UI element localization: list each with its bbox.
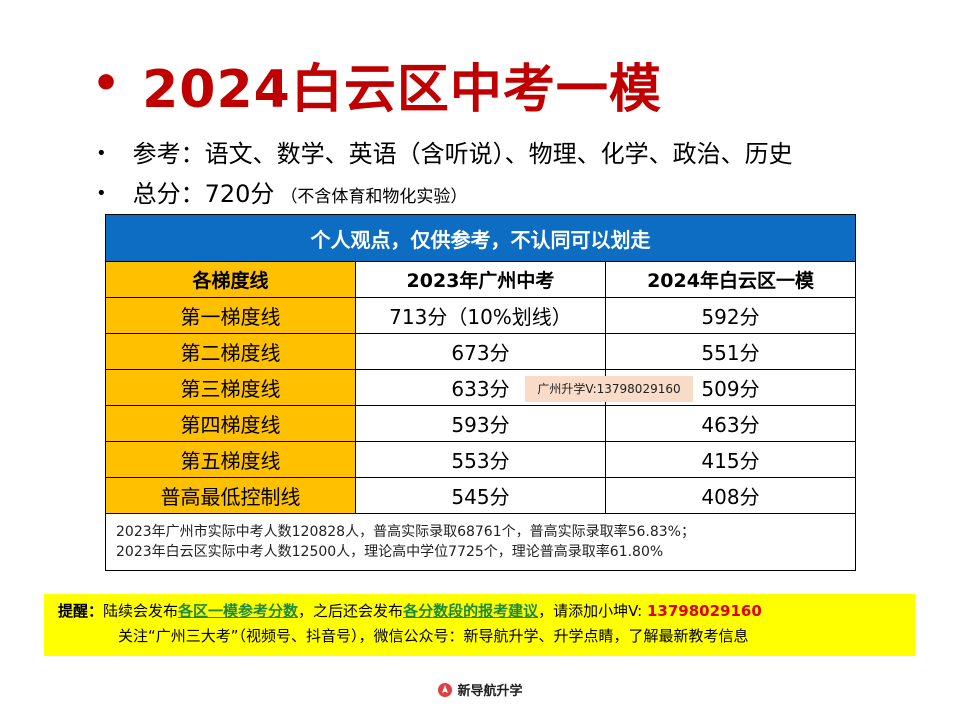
score-2024: 509分 bbox=[604, 369, 857, 406]
reminder-text: 陆续会发布 bbox=[103, 602, 179, 620]
subject-list: 参考：语文、数学、英语（含听说）、物理、化学、政治、历史 bbox=[132, 140, 793, 168]
reminder-line-2: 关注“广州三大考”（视频号、抖音号），微信公众号：新导航升学、升学点睛，了解最新… bbox=[118, 627, 749, 645]
score-table: 个人观点，仅供参考，不认同可以划走 各梯度线 2023年广州中考 2024年白云… bbox=[104, 214, 857, 571]
location-pin-icon bbox=[438, 682, 453, 697]
score-2024: 592分 bbox=[604, 297, 857, 334]
table-note: 2023年广州市实际中考人数120828人，普高实际录取68761个，普高实际录… bbox=[104, 513, 857, 571]
score-2023: 545分 bbox=[355, 477, 606, 514]
score-2023: 713分（10%划线） bbox=[355, 297, 606, 334]
score-2024: 463分 bbox=[604, 405, 857, 442]
table-row: 第五梯度线 553分 415分 bbox=[105, 441, 857, 478]
table-row: 第一梯度线 713分（10%划线） 592分 bbox=[105, 297, 857, 334]
tier-label: 第三梯度线 bbox=[105, 369, 356, 406]
page-title: 2024白云区中考一模 bbox=[142, 59, 662, 120]
tier-label: 第一梯度线 bbox=[105, 297, 356, 334]
footer-brand-name: 新导航升学 bbox=[457, 684, 523, 699]
table-row: 第四梯度线 593分 463分 bbox=[105, 405, 857, 442]
contact-phone: 13798029160 bbox=[646, 602, 762, 620]
tier-label: 普高最低控制线 bbox=[105, 477, 356, 514]
tier-label: 第五梯度线 bbox=[105, 441, 356, 478]
total-score-line: • 总分：720分 （不含体育和物化实验） bbox=[96, 174, 467, 209]
tier-label: 第四梯度线 bbox=[105, 405, 356, 442]
table-header-row: 各梯度线 2023年广州中考 2024年白云区一模 bbox=[105, 261, 857, 298]
footer-brand: 新导航升学 bbox=[0, 680, 960, 699]
score-2024: 408分 bbox=[604, 477, 857, 514]
note-line: 2023年白云区实际中考人数12500人，理论高中学位7725个，理论普高录取率… bbox=[116, 544, 664, 560]
note-row: 2023年广州市实际中考人数120828人，普高实际录取68761个，普高实际录… bbox=[104, 513, 857, 571]
table-row: 第三梯度线 633分 509分 bbox=[105, 369, 857, 406]
column-header: 2023年广州中考 bbox=[355, 261, 606, 298]
score-2024: 551分 bbox=[604, 333, 857, 370]
application-advice-link[interactable]: 各分数段的报考建议 bbox=[403, 602, 539, 620]
bullet: • bbox=[96, 143, 107, 164]
total-score-note: （不含体育和物化实验） bbox=[280, 187, 468, 207]
score-2023: 593分 bbox=[355, 405, 606, 442]
table-row: 普高最低控制线 545分 408分 bbox=[105, 477, 857, 514]
subject-line: • 参考：语文、数学、英语（含听说）、物理、化学、政治、历史 bbox=[96, 134, 793, 169]
page-title-row: • 2024白云区中考一模 bbox=[92, 44, 662, 124]
banner-row: 个人观点，仅供参考，不认同可以划走 bbox=[104, 214, 857, 262]
score-2023: 553分 bbox=[355, 441, 606, 478]
bullet: • bbox=[96, 183, 107, 204]
watermark-label: 广州升学V:13798029160 bbox=[525, 376, 693, 402]
score-2023: 673分 bbox=[355, 333, 606, 370]
score-2024: 415分 bbox=[604, 441, 857, 478]
column-header: 各梯度线 bbox=[105, 261, 356, 298]
reminder-box: 提醒：陆续会发布各区一模参考分数，之后还会发布各分数段的报考建议，请添加小坤V:… bbox=[44, 594, 915, 656]
title-bullet: • bbox=[92, 58, 121, 109]
total-score: 总分：720分 bbox=[132, 180, 275, 208]
reminder-text: ，之后还会发布 bbox=[298, 602, 404, 620]
tier-label: 第二梯度线 bbox=[105, 333, 356, 370]
column-header: 2024年白云区一模 bbox=[604, 261, 857, 298]
note-line: 2023年广州市实际中考人数120828人，普高实际录取68761个，普高实际录… bbox=[116, 524, 695, 540]
district-scores-link[interactable]: 各区一模参考分数 bbox=[178, 602, 299, 620]
reminder-label: 提醒： bbox=[58, 602, 104, 620]
reminder-line-1: 提醒：陆续会发布各区一模参考分数，之后还会发布各分数段的报考建议，请添加小坤V:… bbox=[58, 599, 915, 624]
table-row: 第二梯度线 673分 551分 bbox=[105, 333, 857, 370]
table-banner: 个人观点，仅供参考，不认同可以划走 bbox=[104, 214, 857, 262]
reminder-text: ，请添加小坤V: bbox=[538, 602, 647, 620]
